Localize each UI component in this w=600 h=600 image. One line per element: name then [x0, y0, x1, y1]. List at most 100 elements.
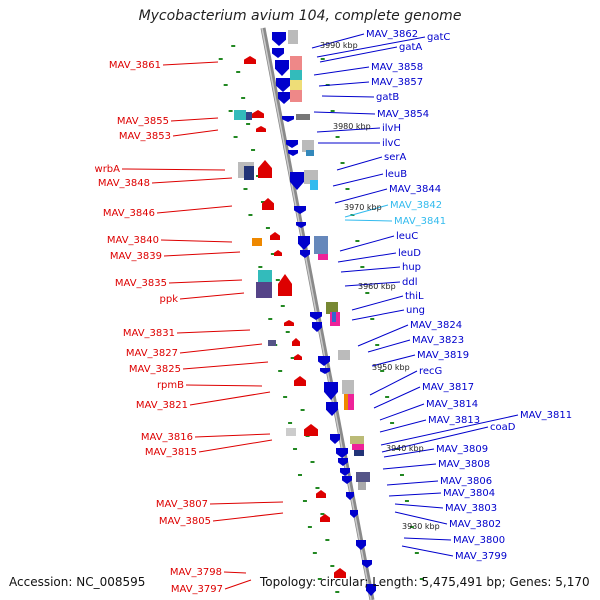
- gene-arrow: [336, 448, 348, 458]
- gene-arrow: [320, 368, 330, 374]
- leader-line: [357, 324, 409, 347]
- tick-mark: [315, 487, 320, 489]
- tick-mark: [355, 240, 360, 242]
- gene-label-mav-3824: MAV_3824: [410, 320, 462, 331]
- leader-line: [336, 156, 383, 171]
- gene-label-mav-3844: MAV_3844: [389, 184, 441, 195]
- gene-domain-box: [342, 380, 354, 394]
- tick-mark: [419, 578, 424, 580]
- accession-text: Accession: NC_008595: [9, 575, 146, 589]
- tick-mark: [345, 188, 350, 190]
- tick-mark: [248, 214, 253, 216]
- gene-label-mav-3814: MAV_3814: [426, 399, 478, 410]
- gene-domain-box: [290, 70, 302, 80]
- gene-domain-box: [244, 166, 254, 180]
- tick-mark: [241, 97, 246, 99]
- tick-mark: [312, 552, 317, 554]
- gene-arrow: [316, 490, 326, 498]
- gene-label-mav-3800: MAV_3800: [453, 535, 505, 546]
- tick-mark: [375, 344, 380, 346]
- gene-arrow: [294, 376, 306, 386]
- gene-label-leub: leuB: [385, 169, 407, 180]
- kbp-marker-label: 3990 kbp: [320, 41, 358, 50]
- leader-line: [379, 403, 425, 421]
- tick-mark: [285, 331, 290, 333]
- gene-label-gatb: gatB: [376, 92, 399, 103]
- gene-domain-box: [290, 56, 302, 70]
- gene-arrow: [252, 110, 264, 118]
- gene-arrow: [330, 434, 340, 444]
- gene-domain-box: [290, 80, 302, 90]
- label-leader-lines: [121, 33, 519, 590]
- gene-arrow: [310, 312, 322, 320]
- leader-line: [176, 329, 251, 334]
- gene-arrow: [278, 274, 292, 296]
- gene-label-mav-3809: MAV_3809: [436, 444, 488, 455]
- gene-label-mav-3841: MAV_3841: [394, 216, 446, 227]
- leader-line: [156, 205, 233, 214]
- leader-line: [388, 492, 442, 497]
- tick-mark: [236, 71, 241, 73]
- gene-label-mav-3806: MAV_3806: [440, 476, 492, 487]
- gene-label-mav-3861: MAV_3861: [109, 60, 161, 71]
- tick-mark: [302, 500, 307, 502]
- leader-line: [313, 111, 376, 115]
- gene-arrow: [356, 540, 366, 550]
- kbp-markers: 3990 kbp 3980 kbp 3970 kbp 3960 kbp 3950 kbp…: [320, 41, 440, 531]
- leader-line: [351, 309, 405, 321]
- gene-arrow: [338, 458, 348, 466]
- leader-line: [403, 537, 452, 541]
- tick-mark: [365, 292, 370, 294]
- gene-label-mav-3858: MAV_3858: [371, 62, 423, 73]
- gene-arrow: [340, 468, 350, 476]
- leader-line: [185, 384, 263, 387]
- gene-label-mav-3808: MAV_3808: [438, 459, 490, 470]
- tick-mark: [223, 84, 228, 86]
- tick-mark: [297, 474, 302, 476]
- gene-arrow: [334, 568, 346, 578]
- gene-arrow: [288, 150, 298, 156]
- leader-line: [381, 426, 489, 453]
- gene-domain-box: [338, 350, 350, 360]
- genome-title: Mycobacterium avium 104, complete genome: [138, 8, 462, 24]
- gene-arrow: [272, 48, 284, 58]
- gene-arrow: [294, 354, 302, 360]
- leader-line: [383, 448, 435, 458]
- tick-mark: [275, 279, 280, 281]
- gene-arrow: [292, 338, 300, 346]
- tick-mark: [399, 474, 404, 476]
- gene-label-mav-3825: MAV_3825: [129, 364, 181, 375]
- tick-mark: [251, 149, 256, 151]
- gene-arrow: [362, 560, 372, 568]
- gene-domain-box: [302, 140, 314, 152]
- gene-label-mav-3848: MAV_3848: [98, 178, 150, 189]
- gene-arrow: [278, 92, 290, 104]
- gene-label-mav-3821: MAV_3821: [136, 400, 188, 411]
- leader-line: [316, 127, 381, 133]
- gene-label-ilvc: ilvC: [382, 138, 400, 149]
- gene-domain-box: [288, 30, 298, 44]
- tick-mark: [288, 422, 293, 424]
- leader-line: [321, 95, 375, 98]
- leader-line: [168, 279, 243, 284]
- gene-arrow: [366, 584, 376, 596]
- tick-mark: [307, 526, 312, 528]
- gene-label-mav-3853: MAV_3853: [119, 131, 171, 142]
- tick-mark: [228, 110, 233, 112]
- leader-line: [394, 503, 444, 509]
- gene-arrow: [272, 32, 286, 46]
- gene-features: [234, 30, 376, 596]
- tick-mark: [270, 253, 275, 255]
- genome-stats-text: Topology: circular; Length: 5,475,491 bp…: [260, 575, 590, 589]
- gene-domain-box: [358, 482, 366, 490]
- gene-arrow: [270, 232, 280, 240]
- gene-arrow: [318, 356, 330, 366]
- tick-mark: [260, 201, 265, 203]
- leader-line: [351, 295, 404, 311]
- gene-label-mav-3815: MAV_3815: [145, 447, 197, 458]
- tick-mark: [320, 513, 325, 515]
- gene-label-mav-3823: MAV_3823: [412, 335, 464, 346]
- gene-domain-box: [306, 150, 314, 156]
- gene-label-mav-3807: MAV_3807: [156, 499, 208, 510]
- gene-label-mav-3827: MAV_3827: [126, 348, 178, 359]
